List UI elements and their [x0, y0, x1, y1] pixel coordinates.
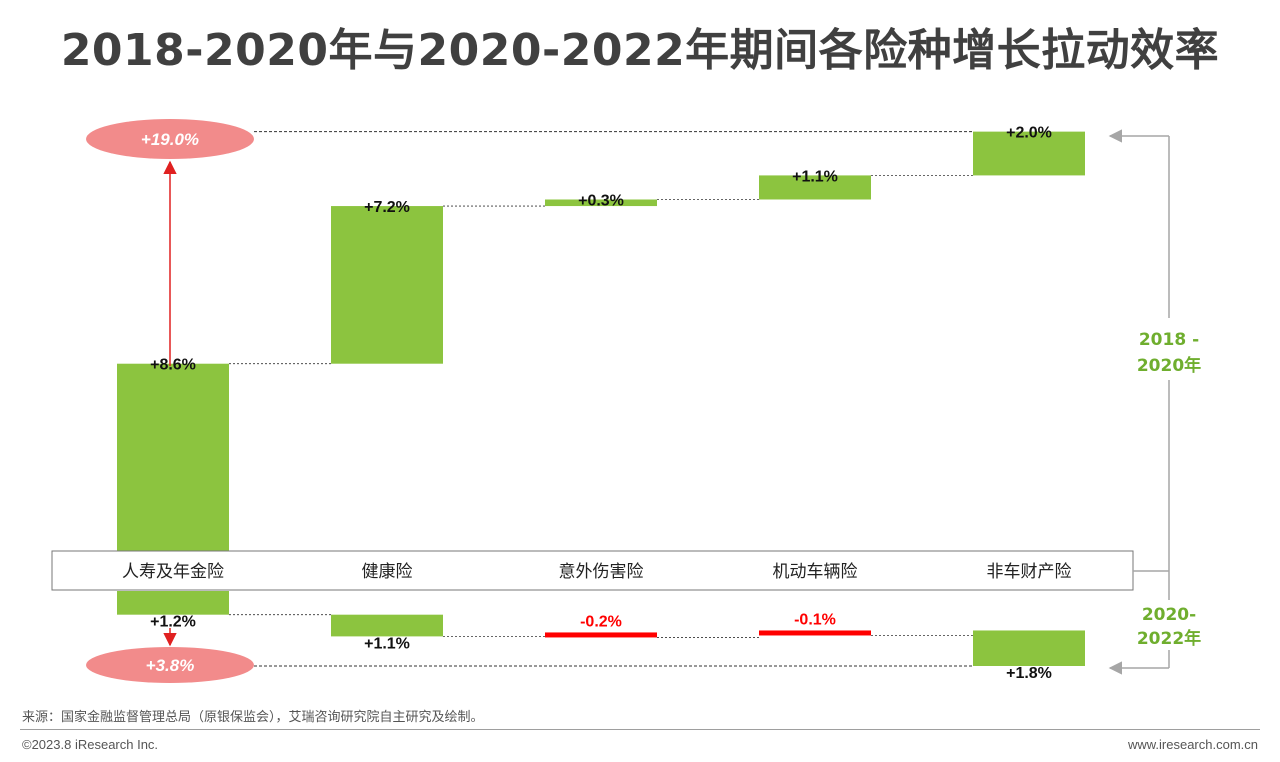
bar-upper-0 [117, 363, 229, 552]
bar-lower-0 [117, 591, 229, 615]
bar-upper-1 [331, 206, 443, 364]
copyright-text: ©2023.8 iResearch Inc. [22, 737, 159, 752]
period-label-upper-0: 2018 - [1139, 330, 1199, 350]
category-label-1: 健康险 [362, 562, 413, 582]
data-label-upper-2: +0.3% [578, 192, 624, 209]
waterfall-chart: 人寿及年金险 健康险 意外伤害险 机动车辆险 非车财产险 +8.6% +7.2% +0.3%… [51, 119, 1201, 683]
total-label-lower: +3.8% [146, 656, 195, 675]
data-label-upper-3: +1.1% [792, 168, 838, 185]
period-label-lower-0: 2020- [1142, 605, 1196, 625]
category-label-2: 意外伤害险 [559, 562, 644, 582]
data-label-upper-1: +7.2% [364, 199, 410, 216]
data-label-lower-3: -0.1% [794, 611, 836, 628]
data-label-lower-1: +1.1% [364, 635, 410, 652]
bar-lower-1 [331, 614, 443, 637]
data-label-upper-4: +2.0% [1006, 125, 1052, 142]
bar-lower-2 [545, 632, 657, 638]
chart-title: 2018-2020年与2020-2022年期间各险种增长拉动效率 [60, 25, 1220, 76]
data-label-upper-0: +8.6% [150, 357, 196, 374]
data-label-lower-2: -0.2% [580, 613, 622, 630]
category-label-0: 人寿及年金险 [122, 562, 224, 582]
period-label-lower-1: 2022年 [1137, 628, 1201, 649]
data-label-lower-4: +1.8% [1006, 665, 1052, 682]
total-ellipse-lower [86, 647, 254, 683]
bar-upper-4 [973, 131, 1085, 176]
total-label-upper: +19.0% [141, 130, 199, 149]
data-label-lower-0: +1.2% [150, 614, 196, 631]
bar-lower-3 [759, 630, 871, 636]
bar-upper-2 [545, 199, 657, 207]
footer-divider [20, 729, 1260, 730]
category-label-4: 非车财产险 [987, 562, 1072, 582]
website-link: www.iresearch.com.cn [1127, 737, 1258, 752]
source-note: 来源：国家金融监督管理总局（原银保监会），艾瑞咨询研究院自主研究及绘制。 [22, 710, 484, 725]
bar-lower-4 [973, 630, 1085, 666]
bar-upper-3 [759, 175, 871, 200]
total-ellipse-upper [86, 119, 254, 159]
category-label-3: 机动车辆险 [773, 562, 858, 582]
period-label-upper-1: 2020年 [1137, 355, 1201, 376]
